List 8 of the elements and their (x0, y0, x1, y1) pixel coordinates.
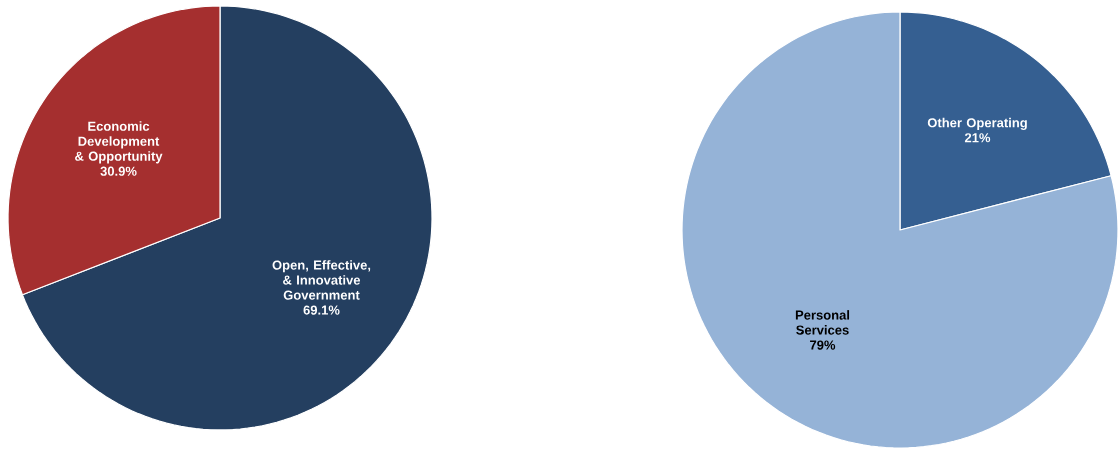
slice-label: Other Operating (927, 117, 1027, 130)
data-label: 69.1% (303, 305, 340, 315)
data-label: 21% (964, 133, 991, 143)
data-label: 30.9% (100, 166, 137, 176)
slice-label: Personal Services (795, 310, 850, 335)
slice-label: Economic Development & Opportunity (75, 121, 163, 164)
data-label: 79% (810, 340, 836, 350)
slice-label: Open, Effective, & Innovative Government (272, 260, 371, 300)
